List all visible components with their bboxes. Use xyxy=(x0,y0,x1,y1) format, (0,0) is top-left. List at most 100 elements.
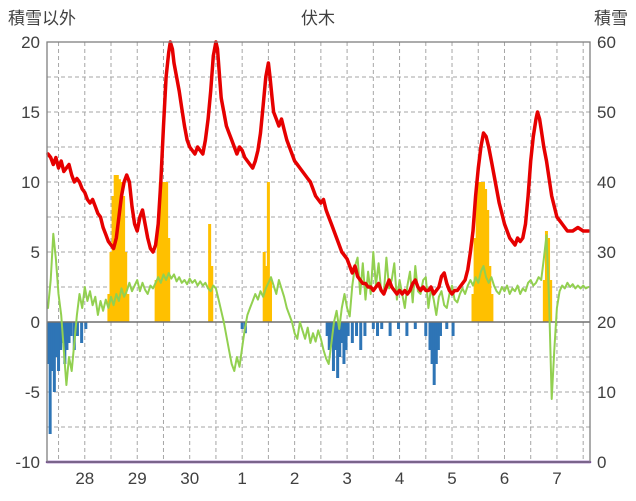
bar xyxy=(264,266,268,322)
bar xyxy=(156,224,160,322)
bar xyxy=(430,322,434,364)
blue-bars-left-axis xyxy=(46,322,455,434)
bar xyxy=(69,322,73,336)
bar xyxy=(428,322,432,350)
bar xyxy=(126,294,130,322)
bar xyxy=(549,280,553,322)
x-tick-label: 5 xyxy=(447,469,456,488)
bar xyxy=(486,210,490,322)
bar xyxy=(240,322,244,329)
bar xyxy=(334,322,338,350)
right-tick-label: 50 xyxy=(597,103,616,122)
bar xyxy=(160,182,164,322)
green-line-left-axis xyxy=(47,232,590,400)
bar xyxy=(327,322,331,350)
bar xyxy=(208,224,212,322)
right-axis-tick-labels: 60 50 40 30 20 10 0 xyxy=(597,33,616,472)
bar xyxy=(376,322,380,336)
bar xyxy=(210,266,214,322)
bar xyxy=(75,322,79,336)
x-tick-label: 6 xyxy=(500,469,509,488)
bar xyxy=(413,322,417,329)
bar xyxy=(380,322,384,329)
bar xyxy=(542,280,546,322)
left-tick-label: 20 xyxy=(21,33,40,52)
right-tick-label: 0 xyxy=(597,453,606,472)
chart-title: 伏木 xyxy=(301,9,335,28)
left-tick-label: -5 xyxy=(25,383,40,402)
bar xyxy=(111,196,115,322)
x-tick-label: 7 xyxy=(552,469,561,488)
x-tick-label: 29 xyxy=(128,469,147,488)
bar xyxy=(167,238,171,322)
bar xyxy=(363,322,367,336)
right-tick-label: 10 xyxy=(597,383,616,402)
red-line-right-axis xyxy=(46,40,591,296)
bar xyxy=(268,280,272,322)
left-tick-label: -10 xyxy=(15,453,40,472)
bar xyxy=(165,182,169,322)
left-tick-label: 10 xyxy=(21,173,40,192)
x-tick-label: 3 xyxy=(342,469,351,488)
bar xyxy=(336,322,340,378)
bar xyxy=(405,322,409,336)
bar xyxy=(50,322,54,371)
bar xyxy=(117,179,121,322)
bar xyxy=(490,294,494,322)
bar xyxy=(63,322,67,364)
bar xyxy=(115,175,119,322)
bar xyxy=(388,322,392,336)
bar xyxy=(371,322,375,329)
bar xyxy=(475,182,479,322)
x-tick-label: 30 xyxy=(180,469,199,488)
bar xyxy=(342,322,346,364)
x-axis-tick-labels: 28 29 30 1 2 3 4 5 6 7 xyxy=(75,469,561,488)
bar xyxy=(331,322,335,371)
bar xyxy=(424,322,428,336)
bar xyxy=(484,189,488,322)
x-tick-label: 1 xyxy=(237,469,246,488)
bar xyxy=(163,182,167,322)
x-tick-label: 2 xyxy=(290,469,299,488)
bar xyxy=(52,322,56,392)
right-tick-label: 40 xyxy=(597,173,616,192)
bar xyxy=(46,322,50,364)
bar xyxy=(124,252,128,322)
bar xyxy=(479,182,483,322)
bar xyxy=(432,322,436,385)
bar xyxy=(436,322,440,350)
bar xyxy=(154,280,158,322)
bar xyxy=(80,322,84,343)
bar xyxy=(325,322,329,336)
right-tick-label: 30 xyxy=(597,243,616,262)
bar xyxy=(477,182,481,322)
left-tick-label: 5 xyxy=(31,243,40,262)
x-tick-label: 28 xyxy=(75,469,94,488)
bar xyxy=(438,322,442,336)
bar xyxy=(350,322,354,343)
bar xyxy=(119,182,123,322)
bar xyxy=(84,322,88,329)
bar xyxy=(338,322,342,357)
left-tick-label: 15 xyxy=(21,103,40,122)
orange-bars-left-axis xyxy=(107,175,553,322)
bar xyxy=(481,182,485,322)
x-tick-label: 4 xyxy=(395,469,404,488)
right-tick-label: 20 xyxy=(597,313,616,332)
bar xyxy=(471,294,475,322)
bar xyxy=(346,322,350,336)
bar xyxy=(355,322,359,336)
bar xyxy=(329,322,333,343)
bar xyxy=(59,322,63,350)
bar xyxy=(434,322,438,364)
bar xyxy=(57,322,61,371)
bar xyxy=(262,252,266,322)
bar xyxy=(266,182,270,322)
bar xyxy=(109,252,113,322)
gridlines xyxy=(47,42,590,462)
bar xyxy=(65,322,69,350)
bar xyxy=(122,196,126,322)
left-tick-label: 0 xyxy=(31,313,40,332)
bar xyxy=(445,322,449,329)
